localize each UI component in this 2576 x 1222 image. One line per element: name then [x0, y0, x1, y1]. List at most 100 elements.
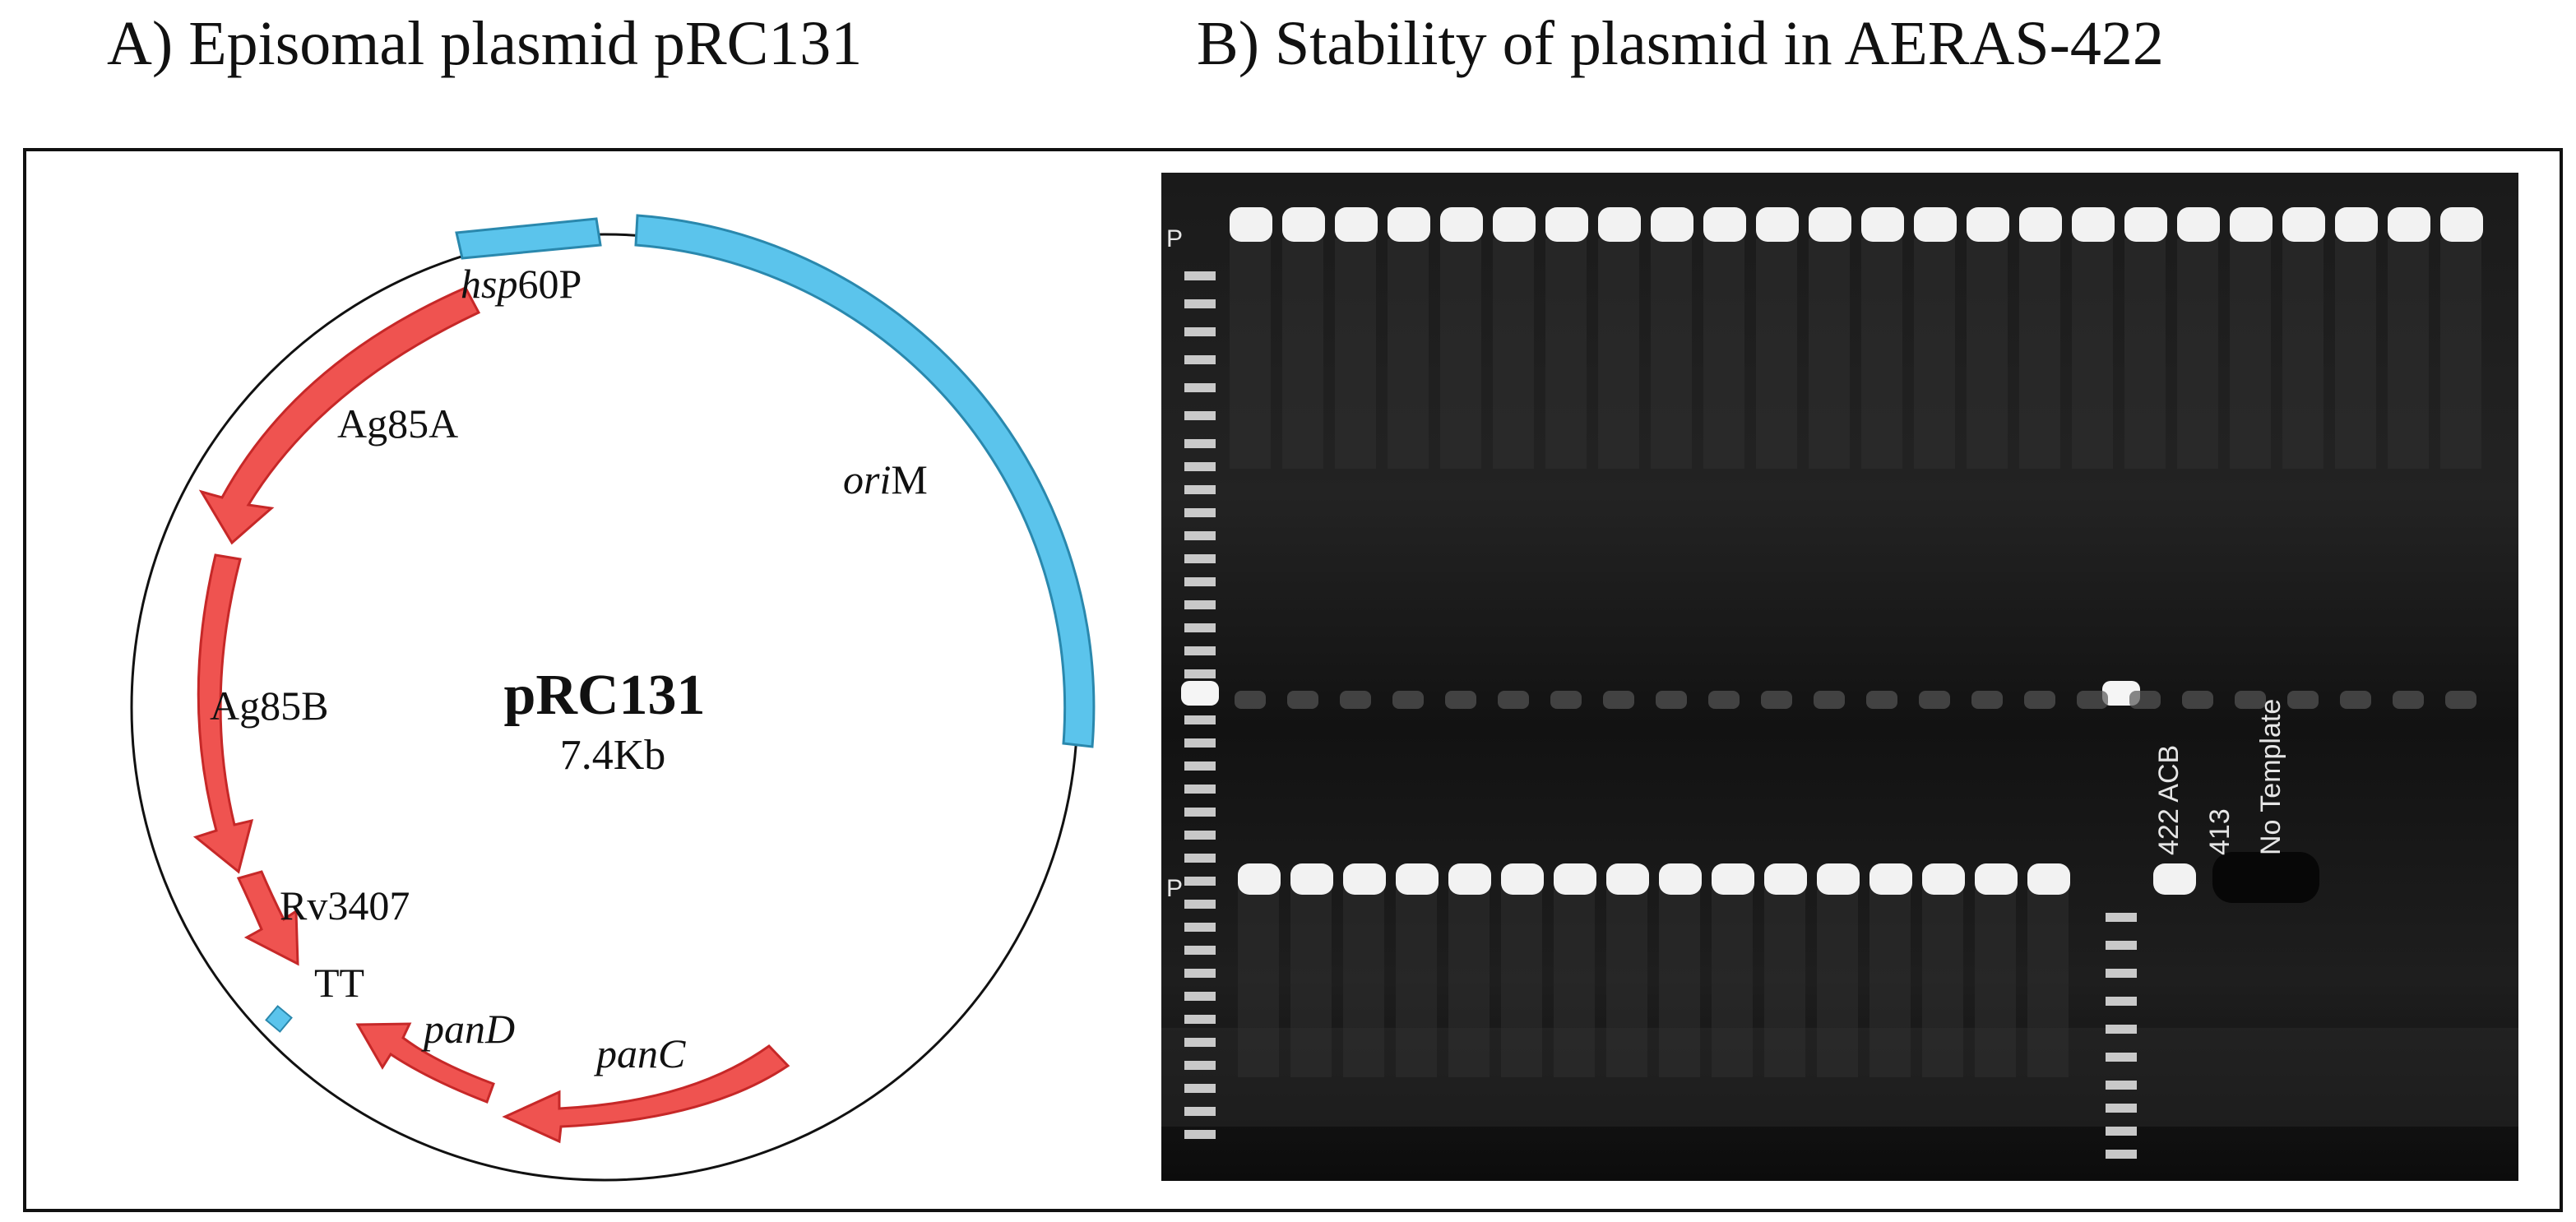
lane-smear: [2230, 238, 2271, 469]
panc-arrow: [502, 1044, 790, 1144]
gel-band: [2388, 207, 2430, 242]
well-spot: [2445, 691, 2476, 709]
gel-band: [1809, 207, 1851, 242]
ladder-band: [1184, 761, 1216, 771]
gel-band: [1448, 863, 1491, 895]
ladder-band: [2106, 913, 2137, 922]
gel-band: [2027, 863, 2070, 895]
lane-smear: [2124, 238, 2166, 469]
lane-smear: [1659, 888, 1700, 1077]
hsp60p-label: hsp60P: [461, 261, 581, 307]
gel-band: [1861, 207, 1904, 242]
gel-ladders: [1181, 271, 2140, 1159]
ladder-band: [2106, 1053, 2137, 1062]
ladder-band: [2106, 1025, 2137, 1034]
gel-band: [1922, 863, 1965, 895]
well-spot: [1971, 691, 2003, 709]
ag85b-arrow: [192, 553, 254, 874]
gel-band: [1238, 863, 1281, 895]
ladder-band: [1184, 577, 1216, 586]
lane-smear: [2282, 238, 2323, 469]
gel-band: [2230, 207, 2273, 242]
ladder-band: [1184, 327, 1216, 336]
lane-smear: [1651, 238, 1692, 469]
well-spot: [1235, 691, 1266, 709]
lane-smear: [1545, 238, 1587, 469]
panel-b-title: B) Stability of plasmid in AERAS-422: [1197, 9, 2164, 78]
lane-label-413: 413: [2204, 808, 2235, 855]
well-spot: [1392, 691, 1424, 709]
lane-smear: [2388, 238, 2429, 469]
well-spot: [1656, 691, 1687, 709]
gel-band: [2019, 207, 2062, 242]
ladder-band: [1184, 992, 1216, 1001]
gel-band: [1230, 207, 1272, 242]
ladder-band: [1184, 531, 1216, 540]
ladder-band: [1184, 1084, 1216, 1093]
lane-smear: [1230, 238, 1271, 469]
lane-label-422-acb: 422 ACB: [2153, 745, 2185, 855]
well-spot: [1603, 691, 1634, 709]
orim-arc: [634, 214, 1096, 748]
terminator-marker: [265, 1005, 293, 1033]
gel-band: [2335, 207, 2378, 242]
lane-smear: [1914, 238, 1955, 469]
ladder-band: [1184, 600, 1216, 609]
ladder-band: [1184, 1015, 1216, 1024]
ladder-band: [1184, 508, 1216, 517]
lane-smear: [1922, 888, 1963, 1077]
ladder-band: [1184, 439, 1216, 448]
gel-band: [1501, 863, 1544, 895]
lane-smear: [1493, 238, 1534, 469]
ladder-band: [1184, 271, 1216, 280]
lane-smear: [2027, 888, 2069, 1077]
lane-smear: [1967, 238, 2008, 469]
gel-band: [1659, 863, 1702, 895]
lane-smear: [1764, 888, 1805, 1077]
ladder-band: [1184, 877, 1216, 886]
ladder-band: [1184, 946, 1216, 955]
ladder-band: [2106, 1150, 2137, 1159]
gel-band: [1343, 863, 1386, 895]
lane-smear: [1290, 888, 1332, 1077]
ladder-band: [1184, 554, 1216, 563]
gel-band: [1817, 863, 1860, 895]
ag85b-label: Ag85B: [210, 683, 328, 729]
well-spot: [1814, 691, 1845, 709]
gel-band: [1975, 863, 2018, 895]
pand-arrow: [355, 1022, 495, 1104]
lane-smear: [1756, 238, 1797, 469]
well-spot: [2182, 691, 2213, 709]
ladder-band: [1184, 669, 1216, 678]
well-spot: [2077, 691, 2108, 709]
well-spot: [1445, 691, 1476, 709]
ladder-band: [1184, 923, 1216, 932]
gel-band: [2177, 207, 2220, 242]
row-marker-top: P: [1166, 225, 1183, 252]
well-spot: [1866, 691, 1897, 709]
gel-band: [2282, 207, 2325, 242]
ladder-band: [1184, 485, 1216, 494]
gel-band: [1651, 207, 1693, 242]
lane-smear: [1712, 888, 1753, 1077]
gel-band: [1545, 207, 1588, 242]
lane-smear: [1448, 888, 1490, 1077]
hsp60p-block: [455, 217, 602, 260]
ladder-band: [1184, 715, 1216, 724]
ladder-band: [1184, 854, 1216, 863]
well-spot: [1550, 691, 1582, 709]
plasmid-name: pRC131: [503, 664, 705, 727]
ag85a-arrow: [198, 286, 481, 545]
ladder-band: [1184, 1061, 1216, 1070]
lane-smear: [1238, 888, 1279, 1077]
lane-smear: [1869, 888, 1911, 1077]
ladder-band: [2106, 1127, 2137, 1136]
panel-a-title: A) Episomal plasmid pRC131: [107, 9, 863, 78]
lane-label-no-template: No Template: [2255, 699, 2286, 855]
ladder-band: [2106, 941, 2137, 950]
gel-band: [1869, 863, 1912, 895]
gel-band: [1282, 207, 1325, 242]
lane-smear: [1554, 888, 1595, 1077]
gel-band: [1598, 207, 1641, 242]
ladder-band: [1184, 411, 1216, 420]
